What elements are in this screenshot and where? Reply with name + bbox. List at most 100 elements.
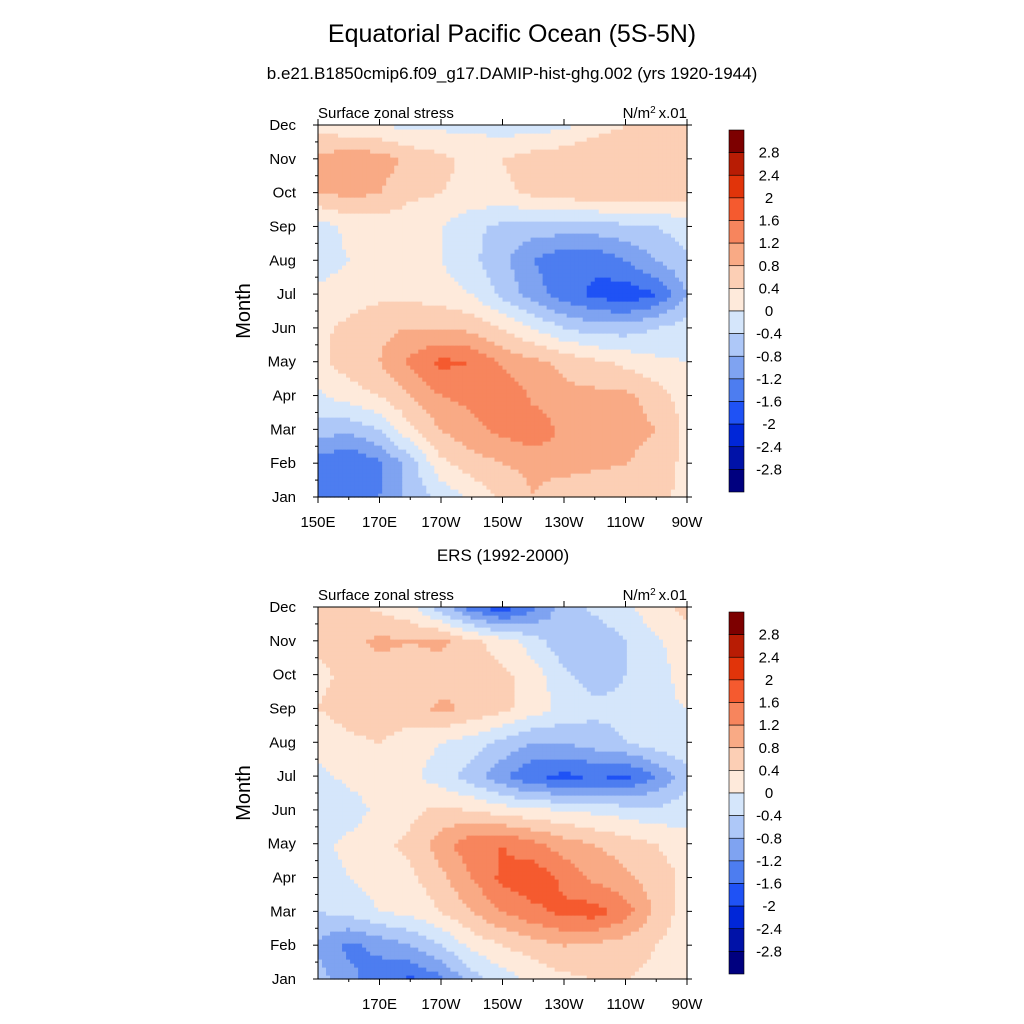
field-cell [554,489,560,494]
field-cell [614,289,620,294]
field-cell [638,393,644,398]
field-cell [402,461,407,466]
field-cell [486,361,492,366]
field-cell [526,385,532,390]
field-cell [522,485,528,490]
field-cell [402,313,407,318]
field-cell [682,301,688,306]
field-cell [570,489,576,494]
field-cell [478,369,484,374]
field-cell [522,281,528,286]
field-cell [582,321,588,326]
field-cell [386,285,391,290]
field-cell [410,329,415,334]
field-cell [602,485,608,490]
field-cell [342,341,347,346]
field-cell [434,477,439,482]
field-cell [470,465,476,470]
field-cell [618,413,624,418]
field-cell [570,493,576,498]
field-cell [646,453,652,458]
field-cell [634,453,640,458]
field-cell [558,389,564,394]
field-cell [450,309,455,314]
field-cell [418,353,423,358]
field-cell [370,405,375,410]
field-cell [450,397,455,402]
field-cell [650,485,656,490]
field-cell [566,345,572,350]
field-cell [622,481,628,486]
field-cell [606,477,612,482]
field-cell [326,445,331,450]
field-cell [638,281,644,286]
field-cell [462,317,467,322]
field-cell [430,441,435,446]
field-cell [574,365,580,370]
field-cell [422,341,427,346]
field-cell [562,389,568,394]
field-cell [398,293,403,298]
field-cell [438,313,443,318]
field-cell [490,485,496,490]
field-cell [502,437,508,442]
field-cell [406,469,411,474]
field-cell [502,473,508,478]
field-cell [478,381,484,386]
field-cell [358,413,363,418]
field-cell [374,321,379,326]
field-cell [554,333,560,338]
field-cell [650,353,656,358]
field-cell [594,361,600,366]
field-cell [566,301,572,306]
field-cell [350,349,355,354]
field-cell [530,465,536,470]
field-cell [534,433,540,438]
field-cell [662,445,668,450]
field-cell [570,401,576,406]
field-cell [498,373,504,378]
field-cell [410,305,415,310]
field-cell [466,421,472,426]
field-cell [530,309,536,314]
field-cell [618,465,624,470]
field-cell [634,369,640,374]
field-cell [586,469,592,474]
field-cell [570,393,576,398]
field-cell [610,289,616,294]
field-cell [506,445,512,450]
field-cell [666,437,672,442]
field-cell [490,401,496,406]
field-cell [610,333,616,338]
field-cell [614,417,620,422]
field-cell [354,429,359,434]
field-cell [578,453,584,458]
field-cell [466,349,472,354]
field-cell [514,361,520,366]
field-cell [638,389,644,394]
field-cell [614,397,620,402]
field-cell [514,309,520,314]
field-cell [610,441,616,446]
field-cell [606,285,612,290]
field-cell [646,477,652,482]
field-cell [394,453,399,458]
field-cell [514,421,520,426]
field-cell [622,309,628,314]
field-cell [646,473,652,478]
field-cell [330,325,335,330]
field-cell [630,313,636,318]
field-cell [362,405,367,410]
field-cell [390,465,395,470]
field-cell [426,429,431,434]
field-cell [626,477,632,482]
field-cell [406,301,411,306]
field-cell [582,301,588,306]
field-cell [434,357,439,362]
field-cell [330,381,335,386]
field-cell [578,433,584,438]
field-cell [458,449,463,454]
field-cell [466,373,472,378]
field-cell [466,369,472,374]
field-cell [398,393,403,398]
